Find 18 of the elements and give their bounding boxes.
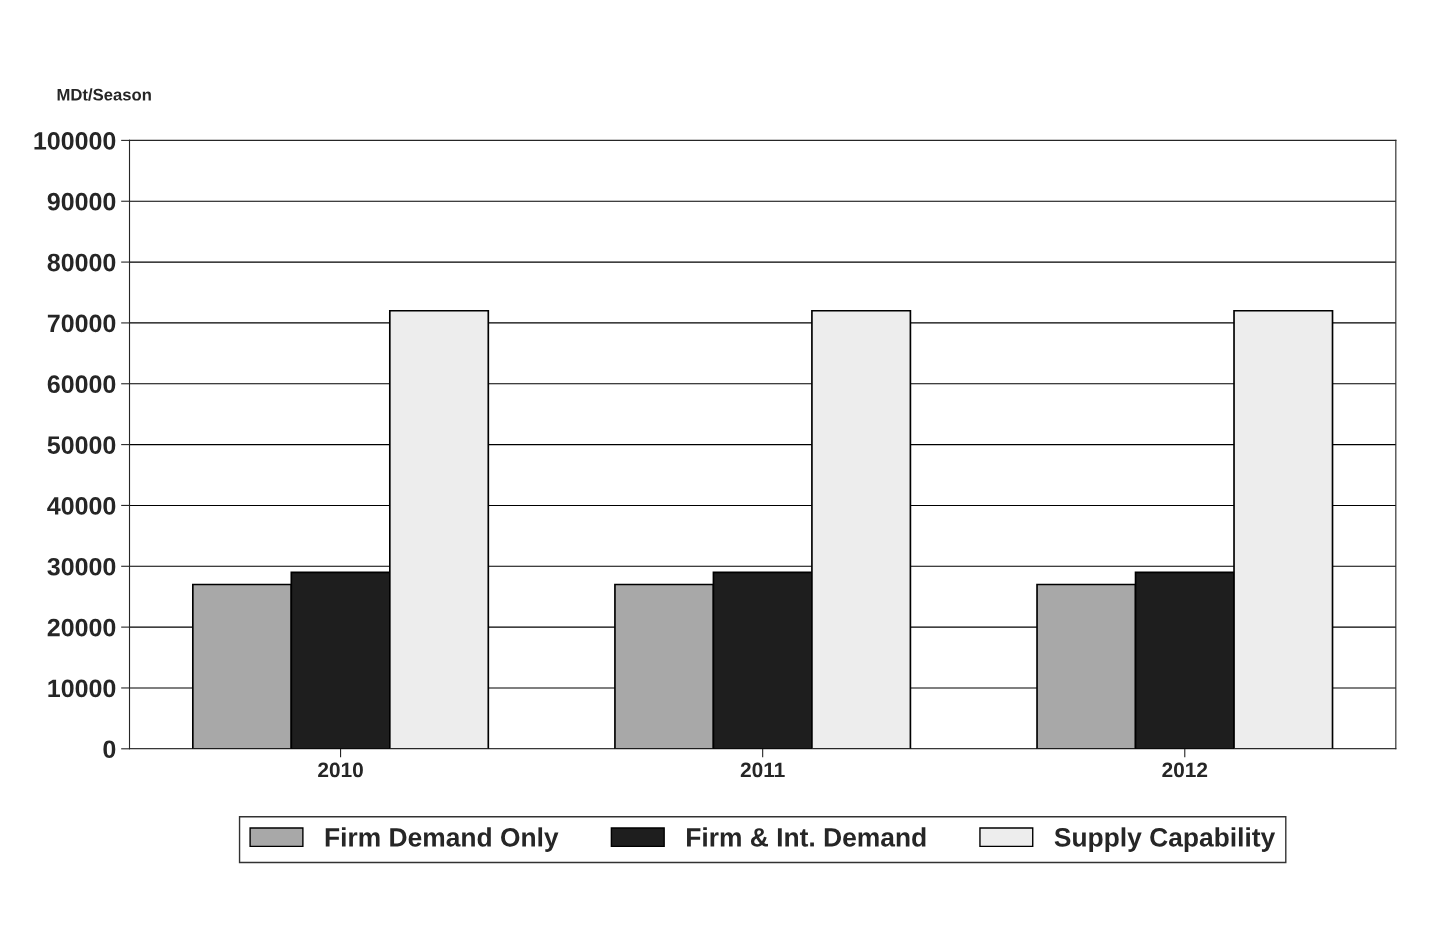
y-tick-label: 80000 xyxy=(47,253,116,272)
y-tick-label: 20000 xyxy=(47,618,116,637)
y-tick-label: 40000 xyxy=(47,497,116,515)
x-tick-label: 2012 xyxy=(1162,762,1208,778)
y-tick-label: 0 xyxy=(103,740,116,759)
legend-label: Firm & Int. Demand xyxy=(687,827,926,847)
x-tick-label: 2010 xyxy=(318,762,363,778)
x-tick-label: 2011 xyxy=(740,762,785,778)
legend-label: Supply Capability xyxy=(1054,827,1276,852)
y-tick-label: 60000 xyxy=(47,375,116,394)
y-axis-title: MDt/Season xyxy=(57,88,151,101)
y-tick-label: 70000 xyxy=(47,314,116,333)
y-tick-label: 30000 xyxy=(47,557,116,576)
legend-label: Firm Demand Only xyxy=(325,827,559,852)
y-tick-label: 10000 xyxy=(48,679,116,698)
y-tick-label: 50000 xyxy=(47,436,116,454)
y-tick-label: 90000 xyxy=(47,192,116,211)
y-tick-label: 100000 xyxy=(34,132,116,150)
